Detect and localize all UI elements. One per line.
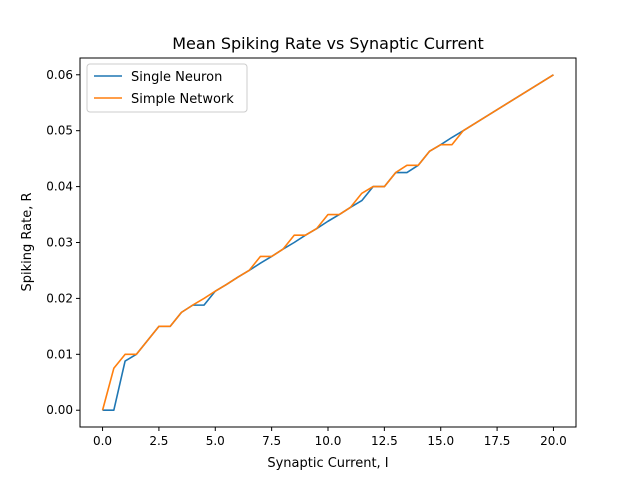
y-tick-label: 0.04 — [46, 180, 73, 194]
x-axis-label: Synaptic Current, I — [267, 456, 388, 471]
y-tick-label: 0.03 — [46, 236, 73, 250]
x-tick-label: 0.0 — [93, 434, 112, 448]
legend-box — [86, 63, 248, 113]
legend: Single Neuron Simple Network — [86, 63, 248, 113]
y-tick-label: 0.00 — [46, 403, 73, 417]
x-tick-label: 7.5 — [262, 434, 281, 448]
x-tick-label: 2.5 — [149, 434, 168, 448]
y-axis-label: Spiking Rate, R — [20, 193, 35, 292]
legend-label-single-neuron: Single Neuron — [131, 70, 222, 85]
series-layer — [101, 74, 554, 412]
series-line-simple-network — [101, 74, 554, 411]
y-tick-label: 0.06 — [46, 68, 73, 82]
y-tick-label: 0.02 — [46, 291, 73, 305]
x-tick-label: 15.0 — [427, 434, 454, 448]
y-tick-label: 0.05 — [46, 124, 73, 138]
x-tick-label: 5.0 — [206, 434, 225, 448]
x-tick-label: 10.0 — [315, 434, 342, 448]
y-axis: 0.00 0.01 0.02 0.03 0.04 0.05 0.06 — [46, 68, 80, 417]
chart-title: Mean Spiking Rate vs Synaptic Current — [172, 34, 484, 53]
y-tick-label: 0.01 — [46, 347, 73, 361]
x-tick-label: 17.5 — [484, 434, 511, 448]
legend-label-simple-network: Simple Network — [131, 92, 234, 107]
x-tick-label: 12.5 — [371, 434, 398, 448]
x-axis: 0.0 2.5 5.0 7.5 10.0 12.5 15.0 17.5 20.0 — [93, 427, 567, 448]
x-tick-label: 20.0 — [540, 434, 567, 448]
